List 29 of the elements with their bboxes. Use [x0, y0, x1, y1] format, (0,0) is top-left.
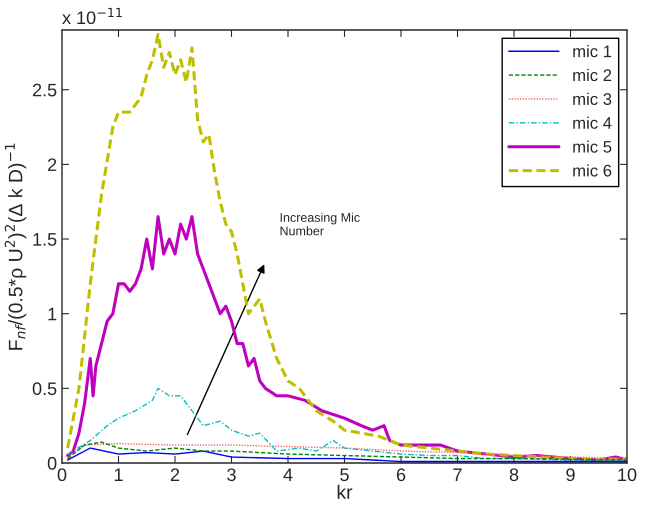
y-tick-label: 2.5	[32, 84, 56, 96]
legend-label: mic 2	[573, 68, 612, 82]
x-tick-label: 4	[283, 468, 292, 481]
legend-label: mic 5	[573, 140, 612, 153]
y-tick-label: 0	[48, 456, 56, 470]
y-tick-label: 1.5	[33, 233, 56, 246]
legend-label: mic 1	[573, 45, 612, 58]
x-tick-label: 6	[396, 468, 406, 482]
x-axis-title: kr	[338, 484, 352, 499]
annotation: Increasing Mic Number	[280, 212, 360, 236]
y-axis-title: F$_{nf}$/(0.5*ρ U$^{2}$)$^{2}$(Δ k D)$^{−1}$	[4, 144, 26, 350]
x-tick-label: 9	[566, 468, 575, 482]
x-tick-label: 1	[114, 468, 123, 481]
y-tick-label: 2	[48, 158, 56, 171]
x-tick-label: 10	[618, 468, 636, 482]
legend-label: mic 4	[573, 116, 612, 129]
y-tick-label: 0.5	[32, 382, 56, 396]
x-tick-label: 8	[510, 468, 518, 482]
legend-label: mic 3	[573, 92, 612, 105]
x-tick-label: 0	[58, 468, 66, 482]
y-tick-label: 1	[48, 308, 56, 320]
x-tick-label: 2	[170, 468, 180, 481]
line-series	[66, 32, 627, 462]
text: x 10$^{−11}$	[62, 8, 122, 24]
x-tick-label: 3	[227, 468, 236, 482]
x-tick-label: 5	[340, 468, 349, 482]
x-tick-label: 7	[453, 468, 462, 481]
line-series	[66, 447, 627, 462]
legend-label: mic 6	[573, 164, 612, 177]
